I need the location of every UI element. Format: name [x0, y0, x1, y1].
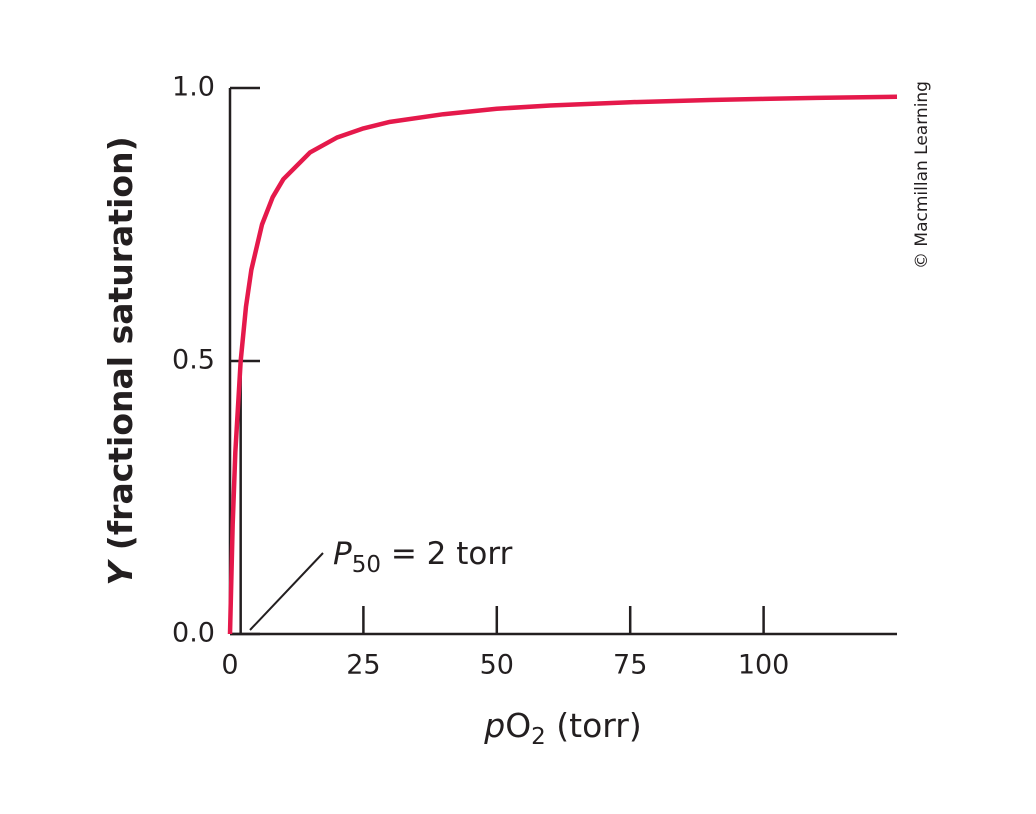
x-tick-label: 75 [613, 650, 647, 681]
annotation-italic: P [333, 536, 352, 572]
x-tick-label: 50 [480, 650, 514, 681]
y-tick-label: 0.0 [172, 618, 215, 649]
annotation-pointer [249, 552, 324, 631]
annotation-sub: 50 [352, 552, 381, 578]
y-label-italic: Y [101, 559, 140, 586]
x-tick-label: 25 [346, 650, 380, 681]
y-tick-label: 0.5 [172, 345, 215, 376]
x-axis-label: pO2 (torr) [483, 706, 642, 750]
credit: © Macmillan Learning [912, 81, 932, 269]
annotation: P50 = 2 torr [333, 536, 513, 578]
y-axis-label: Y (fractional saturation) [101, 136, 140, 585]
x-label-italic: p [483, 706, 505, 745]
x-label-rest: (torr) [546, 706, 642, 745]
curve [227, 94, 898, 635]
y-tick-label: 1.0 [172, 72, 215, 103]
x-label-sub: 2 [531, 724, 546, 750]
x-tick-label: 0 [221, 650, 238, 681]
y-label-rest: (fractional saturation) [101, 136, 140, 561]
x-label-main: O [505, 706, 531, 745]
x-tick-label: 100 [738, 650, 790, 681]
annotation-rest: = 2 torr [381, 536, 513, 572]
